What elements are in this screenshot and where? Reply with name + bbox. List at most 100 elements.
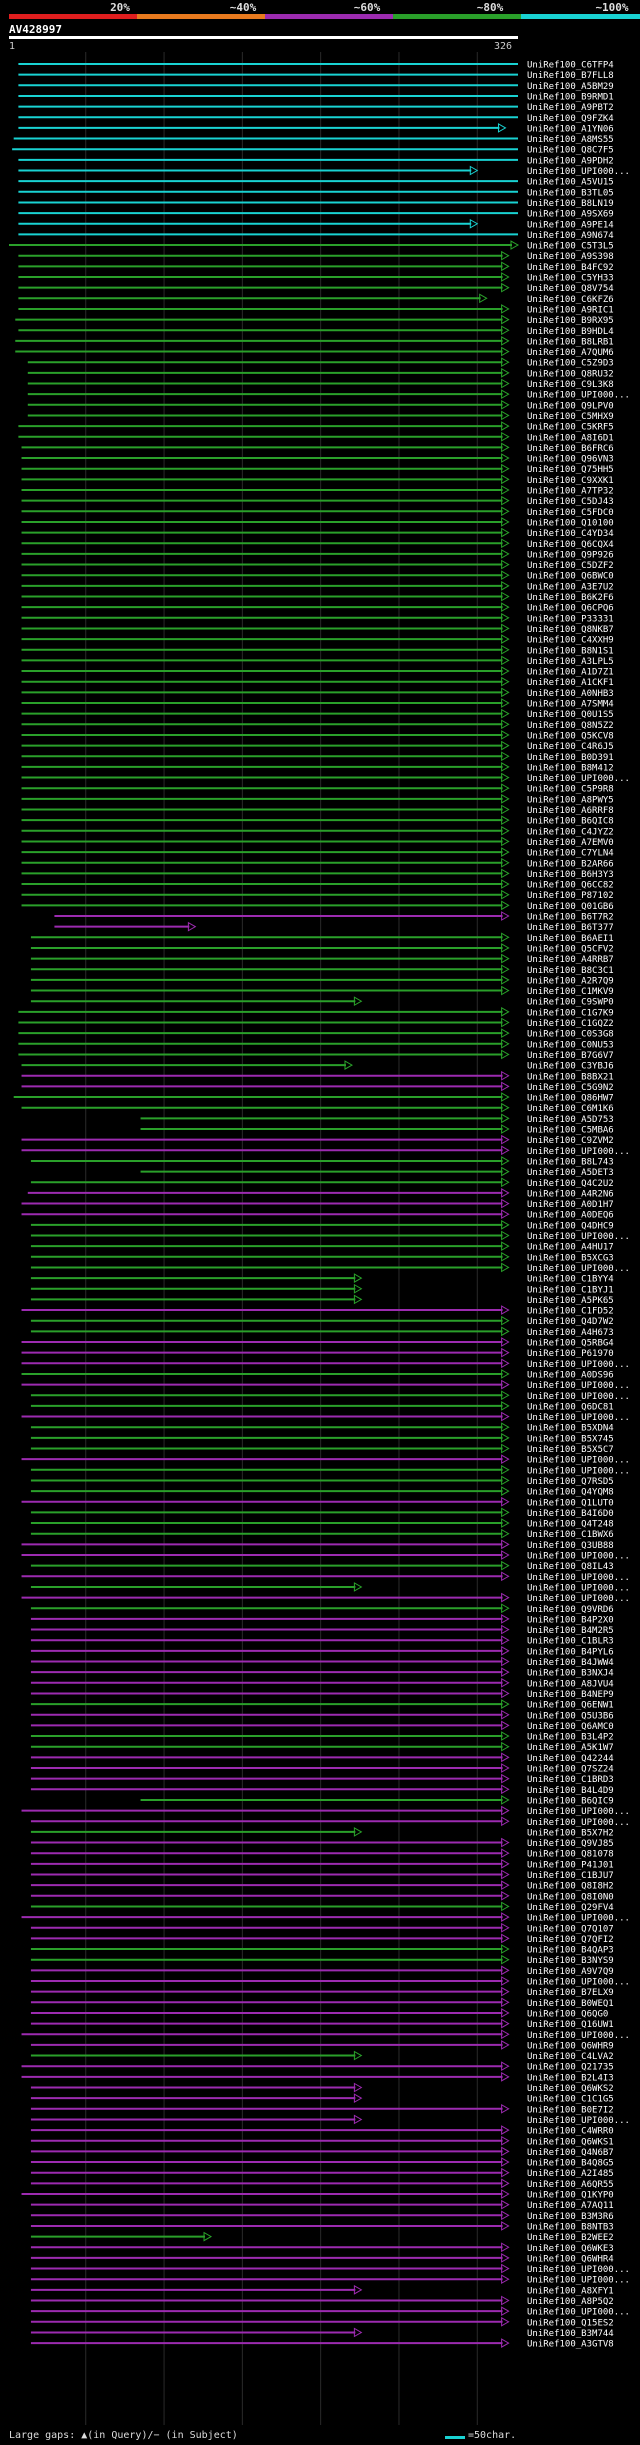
alignment-arrow [501, 538, 510, 549]
alignment-arrow [501, 815, 510, 826]
alignment-arrow [501, 1070, 510, 1081]
hit-label: UniRef100_C6M1K6 [527, 1104, 614, 1114]
hit-label: UniRef100_Q8NKB7 [527, 625, 614, 635]
alignment-arrow [501, 474, 510, 485]
hit-label: UniRef100_C4JYZ2 [527, 827, 614, 837]
hit-label: UniRef100_Q9LPV0 [527, 401, 614, 411]
hit-label: UniRef100_Q15ES2 [527, 2318, 614, 2328]
alignment-arrow [501, 2253, 510, 2263]
alignment-arrow [501, 964, 510, 975]
alignment-arrow [501, 314, 510, 325]
hit-label: UniRef100_C6KFZ6 [527, 295, 614, 305]
alignment-arrow [479, 293, 488, 304]
hit-label: UniRef100_UPI000... [527, 1360, 630, 1370]
alignment-arrow [501, 1560, 510, 1571]
hit-label: UniRef100_Q9P926 [527, 550, 614, 560]
hit-label: UniRef100_C5YH33 [527, 274, 614, 284]
alignment-arrow [501, 1667, 510, 1678]
hit-label: UniRef100_C1BYY4 [527, 1275, 614, 1285]
alignment-arrow [501, 975, 510, 985]
hit-label: UniRef100_Q8V754 [527, 284, 614, 294]
hit-label: UniRef100_UPI000... [527, 1413, 630, 1423]
hit-label: UniRef100_Q9FZK4 [527, 114, 614, 124]
hit-label: UniRef100_UPI000... [527, 1573, 630, 1583]
hit-label: UniRef100_A4R2N6 [527, 1189, 614, 1199]
hit-label: UniRef100_UPI000... [527, 1466, 630, 1476]
alignment-arrow [501, 1017, 510, 1028]
alignment-arrow [501, 1145, 510, 1156]
alignment-arrow [501, 825, 510, 836]
alignment-arrow [501, 1752, 510, 1763]
hit-label: UniRef100_Q8N5Z2 [527, 721, 614, 731]
alignment-arrow [501, 1379, 510, 1390]
alignment-arrow [501, 1113, 510, 1124]
hit-label: UniRef100_B4JWW4 [527, 1658, 614, 1668]
alignment-arrow [353, 2327, 363, 2338]
alignment-arrow [501, 2199, 510, 2210]
alignment-arrow [501, 442, 510, 453]
hit-label: UniRef100_C1C1G5 [527, 2095, 614, 2105]
alignment-arrow [501, 250, 510, 261]
alignment-arrow [501, 1645, 510, 1656]
hit-label: UniRef100_Q01GB6 [527, 902, 614, 912]
hit-label: UniRef100_B3TL05 [527, 188, 614, 198]
query-sequence-bar [9, 36, 518, 39]
hit-label: UniRef100_UPI000... [527, 774, 630, 784]
legend-label: ~60% [353, 1, 381, 14]
alignment-arrow [501, 2008, 510, 2018]
hit-label: UniRef100_Q8I0N0 [527, 1892, 614, 1902]
hit-label: UniRef100_UPI000... [527, 1456, 630, 1466]
alignment-arrow [501, 378, 510, 389]
alignment-arrow [501, 1411, 510, 1422]
hit-label: UniRef100_C9SWP0 [527, 998, 614, 1008]
alignment-arrow [501, 1326, 510, 1337]
legend-color-3 [393, 14, 521, 19]
scale-start-label: 1 [9, 41, 16, 52]
hit-label: UniRef100_Q75HH5 [527, 465, 614, 475]
hit-label: UniRef100_A9S398 [527, 252, 614, 262]
hit-label: UniRef100_A1D7Z1 [527, 668, 614, 678]
hit-label: UniRef100_Q6WKE3 [527, 2244, 614, 2254]
hit-label: UniRef100_UPI000... [527, 391, 630, 401]
alignment-arrow [353, 1273, 363, 1283]
alignment-arrow [501, 1518, 510, 1528]
hit-label: UniRef100_C0S3G8 [527, 1030, 614, 1040]
hit-label: UniRef100_A4H673 [527, 1328, 614, 1338]
hit-label: UniRef100_C9ZVM2 [527, 1136, 614, 1146]
alignment-arrow [501, 943, 510, 953]
legend-color-0 [9, 14, 137, 19]
alignment-arrow [501, 1188, 510, 1198]
alignment-arrow [501, 634, 510, 644]
hit-label: UniRef100_B0D391 [527, 753, 614, 763]
legend-label: ~40% [229, 1, 257, 14]
hit-label: UniRef100_Q7QFI2 [527, 1935, 614, 1945]
hit-label: UniRef100_B9HDL4 [527, 327, 614, 337]
hit-label: UniRef100_Q7RSD5 [527, 1477, 614, 1487]
alignment-arrow [501, 879, 510, 889]
alignment-arrow [501, 1049, 510, 1060]
alignment-arrow [501, 1858, 510, 1869]
alignment-arrow [501, 431, 510, 442]
alignment-arrow [501, 580, 510, 591]
hit-label: UniRef100_Q6ENW1 [527, 1701, 614, 1711]
alignment-arrow [501, 1092, 510, 1102]
alignment-arrow [501, 623, 510, 634]
hit-label: UniRef100_Q8I8H2 [527, 1882, 614, 1892]
alignment-arrow [353, 2114, 363, 2125]
alignment-arrow [501, 1358, 510, 1369]
alignment-arrow [501, 655, 510, 666]
hit-label: UniRef100_Q0U1S5 [527, 710, 614, 720]
hit-label: UniRef100_B6AEI1 [527, 934, 614, 944]
hit-label: UniRef100_A6RRF8 [527, 806, 614, 816]
hit-label: UniRef100_A1CKF1 [527, 678, 614, 688]
alignment-arrow [501, 1315, 510, 1326]
alignment-arrow [501, 644, 510, 655]
hit-label: UniRef100_Q7Q107 [527, 1924, 614, 1934]
alignment-arrow [501, 1720, 510, 1731]
alignment-arrow [501, 1401, 510, 1411]
alignment-arrow [501, 1369, 510, 1379]
hit-label: UniRef100_A5VU15 [527, 178, 614, 188]
alignment-arrow [501, 1603, 510, 1614]
hit-label: UniRef100_A7AQ11 [527, 2201, 614, 2211]
